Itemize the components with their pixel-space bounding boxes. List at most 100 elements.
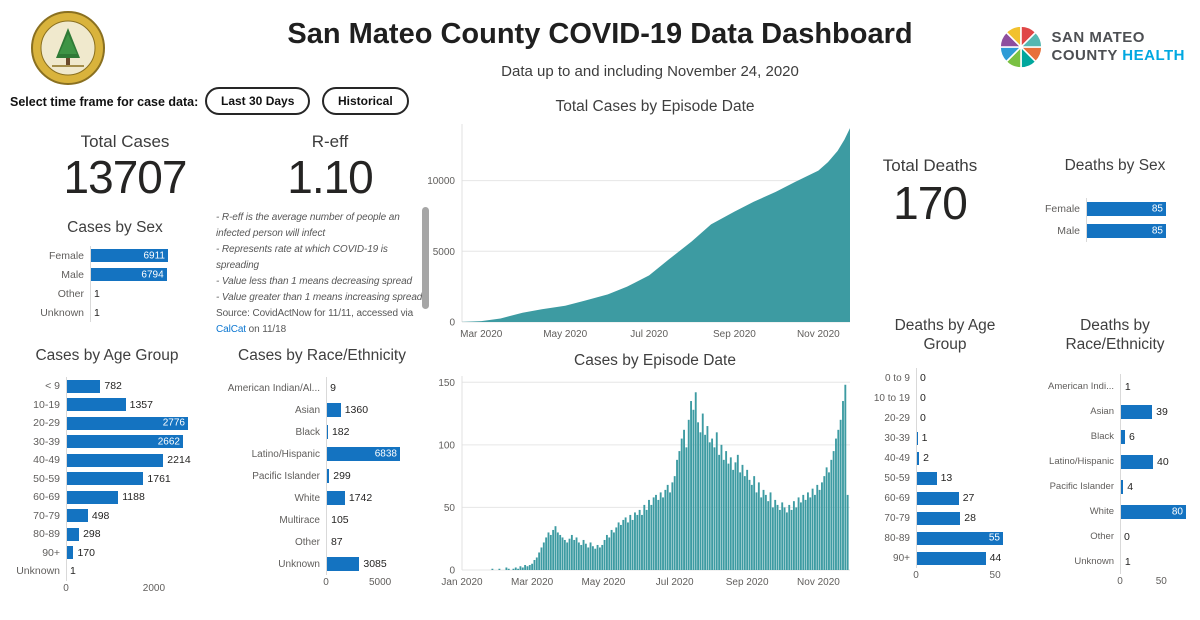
- bar-row: Other 0: [1038, 524, 1186, 549]
- bar[interactable]: [66, 379, 101, 393]
- bar[interactable]: 6838: [326, 447, 400, 461]
- x-tick-label: Jul 2020: [656, 577, 694, 588]
- category-label: 30-39: [33, 435, 60, 448]
- bar-track: 170: [66, 546, 188, 560]
- value-label: 4: [1127, 480, 1134, 493]
- category-label: Other: [57, 287, 84, 300]
- bar-row: Multirace 105: [214, 509, 400, 531]
- historical-button[interactable]: Historical: [322, 87, 409, 115]
- bar[interactable]: [66, 398, 126, 412]
- bar-track: 1: [90, 306, 168, 319]
- category-label: Multirace: [279, 514, 320, 526]
- x-tick-label: Sep 2020: [726, 577, 769, 588]
- value-label: 782: [104, 380, 122, 393]
- bar[interactable]: [1120, 429, 1125, 444]
- bar[interactable]: 55: [916, 531, 1003, 545]
- bar[interactable]: 85: [1086, 202, 1166, 216]
- bar-track: 6911: [90, 249, 168, 262]
- value-label: 1: [94, 306, 100, 319]
- bar-row: Male 85: [1042, 220, 1166, 242]
- page-subtitle: Data up to and including November 24, 20…: [501, 63, 799, 80]
- last-30-days-button[interactable]: Last 30 Days: [205, 87, 311, 115]
- x-tick-label: Nov 2020: [797, 329, 840, 340]
- bar[interactable]: [66, 472, 144, 486]
- bar-track: 0: [916, 392, 1003, 405]
- reff-note: - R-eff is the average number of people …: [216, 212, 400, 239]
- bar-row: Latino/Hispanic 6838: [214, 443, 400, 465]
- category-label: Male: [61, 268, 84, 281]
- value-label: 2: [923, 452, 929, 464]
- bar[interactable]: [326, 491, 345, 505]
- bar[interactable]: [1120, 454, 1153, 469]
- area-series[interactable]: [462, 128, 850, 322]
- value-label: 3085: [363, 558, 387, 570]
- category-label: Unknown: [278, 558, 320, 570]
- bar[interactable]: 6794: [90, 268, 167, 281]
- category-label: 10-19: [33, 398, 60, 411]
- category-label: Black: [1090, 431, 1114, 442]
- bar[interactable]: [66, 490, 119, 504]
- smc-health-logo: SAN MATEO COUNTY HEALTH: [998, 24, 1185, 70]
- bar[interactable]: [916, 471, 937, 485]
- y-axis-line: [90, 246, 91, 322]
- bar-row: 60-69 27: [866, 488, 1003, 508]
- value-label: 87: [330, 536, 343, 548]
- bar-row: 10-19 1357: [16, 396, 188, 415]
- x-axis: 0 2000: [63, 581, 188, 595]
- bar[interactable]: 2776: [66, 416, 188, 430]
- vertical-scrollbar[interactable]: [422, 207, 429, 309]
- value-label: 1742: [348, 492, 373, 504]
- cases-by-sex-title: Cases by Sex: [67, 219, 163, 236]
- category-label: Latino/Hispanic: [1049, 456, 1114, 467]
- bar[interactable]: [916, 451, 920, 465]
- total-cases-episode-chart: 0 5000 10000 Mar 2020 May 2020 Jul 2020 Sep 20…: [420, 120, 856, 342]
- bar-row: 70-79 28: [866, 508, 1003, 528]
- total-cases-episode-title: Total Cases by Episode Date: [555, 98, 755, 115]
- bar[interactable]: [66, 509, 88, 523]
- bar-row: 30-39 2662: [16, 433, 188, 452]
- bar-row: Female 6911: [18, 246, 168, 265]
- x-tick-label: May 2020: [543, 329, 587, 340]
- reff-notes: - R-eff is the average number of people …: [216, 210, 430, 338]
- bar[interactable]: 85: [1086, 224, 1166, 238]
- value-label: 2662: [157, 436, 180, 448]
- bar-track: 55: [916, 531, 1003, 545]
- bar[interactable]: [916, 491, 959, 505]
- y-axis-line: [1086, 198, 1087, 242]
- value-label: 105: [331, 514, 349, 526]
- bar-track: 1188: [66, 490, 188, 504]
- value-label: 13: [940, 472, 953, 484]
- bar[interactable]: [1120, 479, 1124, 494]
- bar[interactable]: [916, 551, 986, 565]
- y-tick-label: 100: [438, 440, 455, 451]
- bar-track: 1742: [326, 491, 400, 505]
- bar[interactable]: [66, 527, 80, 541]
- value-label: 1: [94, 287, 100, 300]
- bar[interactable]: [916, 511, 961, 525]
- bar[interactable]: [66, 546, 74, 560]
- bar-track: 6838: [326, 447, 400, 461]
- county-seal-logo: [30, 10, 106, 86]
- calcat-link[interactable]: CalCat: [216, 324, 246, 335]
- axis-tick-label: 50: [989, 570, 1001, 581]
- bar[interactable]: [326, 469, 330, 483]
- bar[interactable]: [326, 403, 341, 417]
- bar[interactable]: [326, 557, 360, 571]
- value-label: 0: [920, 392, 926, 404]
- value-label: 28: [964, 512, 976, 524]
- bar[interactable]: 6911: [90, 249, 168, 262]
- bar-track: 27: [916, 491, 1003, 505]
- category-label: 90+: [42, 546, 60, 559]
- bar[interactable]: [66, 453, 164, 467]
- value-label: 85: [1151, 225, 1163, 237]
- value-label: 6: [1128, 430, 1135, 443]
- bar[interactable]: 80: [1120, 504, 1186, 519]
- category-label: 80-89: [884, 532, 910, 544]
- bar-row: Pacific Islander 4: [1038, 474, 1186, 499]
- bar[interactable]: [1120, 404, 1153, 419]
- value-label: 27: [962, 492, 975, 504]
- bar[interactable]: 2662: [66, 435, 183, 449]
- category-label: 50-59: [884, 472, 910, 484]
- bar-track: 39: [1120, 404, 1186, 419]
- bar-series[interactable]: [491, 384, 849, 570]
